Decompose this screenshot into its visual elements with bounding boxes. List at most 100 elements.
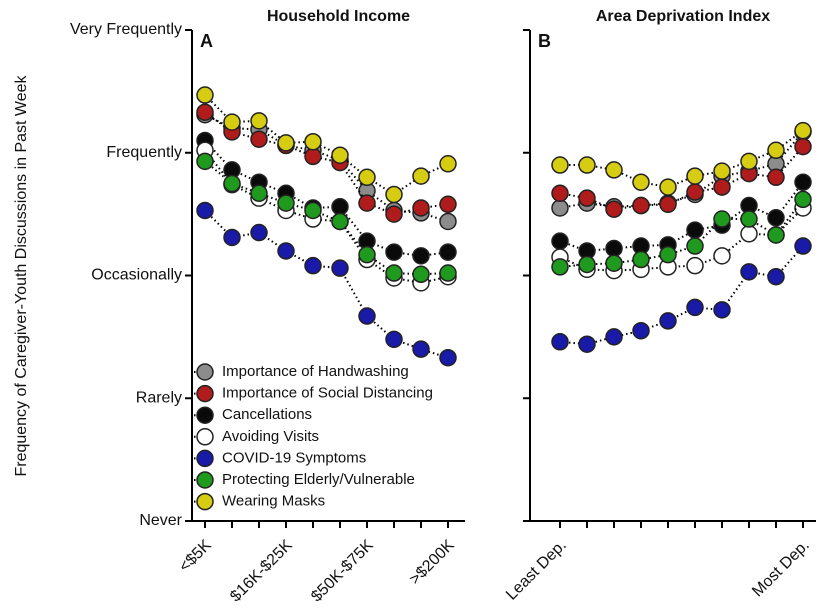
point	[713, 210, 731, 228]
point	[659, 245, 677, 264]
point	[767, 209, 785, 227]
point	[439, 155, 457, 173]
point	[385, 205, 403, 223]
point	[439, 212, 457, 231]
point	[412, 247, 430, 265]
point	[578, 335, 596, 353]
series-line	[204, 160, 449, 276]
point	[385, 185, 403, 204]
series-line	[560, 129, 804, 189]
point	[196, 152, 214, 171]
chart-title: Household Income	[267, 8, 410, 25]
point	[277, 194, 295, 212]
point	[250, 130, 268, 148]
point	[551, 199, 569, 217]
point	[578, 189, 596, 207]
legend-marker	[196, 449, 214, 468]
point	[659, 195, 677, 214]
point	[439, 348, 457, 367]
point	[767, 267, 785, 286]
point	[385, 243, 403, 261]
x-tick-label: Most Dep.	[749, 537, 813, 601]
series-line	[559, 131, 804, 209]
point	[331, 259, 349, 277]
point	[794, 237, 812, 255]
legend-text: Importance of Handwashing	[222, 363, 409, 380]
series-line	[559, 245, 804, 346]
point	[605, 328, 623, 346]
point	[605, 200, 623, 218]
point	[794, 137, 812, 156]
point	[713, 162, 731, 180]
point	[686, 221, 704, 239]
point	[358, 168, 376, 187]
point	[713, 247, 731, 265]
point	[277, 242, 295, 260]
point	[551, 156, 569, 174]
point	[632, 250, 650, 269]
point	[686, 237, 704, 255]
point	[412, 265, 430, 284]
point	[605, 161, 623, 179]
point	[385, 330, 403, 349]
point	[196, 103, 214, 121]
y-tick-label: Occasionally	[91, 267, 182, 284]
legend-text: COVID-19 Symptoms	[222, 449, 366, 466]
point	[304, 256, 322, 275]
y-tick-label: Rarely	[136, 389, 182, 406]
point	[632, 321, 650, 340]
x-tick-label: Least Dep.	[503, 537, 570, 604]
point	[686, 167, 704, 185]
legend-text: Protecting Elderly/Vulnerable	[222, 471, 415, 488]
point	[551, 333, 569, 351]
point	[304, 201, 322, 220]
point	[331, 198, 349, 216]
point	[659, 312, 677, 330]
legend-marker	[196, 363, 214, 381]
series-line	[204, 94, 449, 196]
legend-text: Wearing Masks	[222, 493, 325, 510]
point	[304, 132, 322, 151]
point	[250, 184, 268, 203]
series-line	[204, 113, 449, 223]
point	[686, 256, 704, 275]
x-tick-label: >$200K	[406, 537, 458, 589]
point	[578, 156, 596, 174]
x-tick-label: $50K-$75K	[308, 537, 377, 606]
point	[223, 113, 241, 131]
series-line	[204, 149, 449, 284]
x-tick-label: $16K-$25K	[227, 537, 296, 606]
series-line	[204, 209, 449, 359]
series-line	[204, 111, 449, 216]
legend-marker	[196, 471, 214, 489]
point	[385, 264, 403, 282]
point	[439, 264, 457, 282]
point	[767, 226, 785, 244]
point	[551, 232, 569, 250]
point	[686, 298, 704, 317]
legend-marker	[196, 428, 214, 446]
legend-text: Avoiding Visits	[222, 428, 319, 445]
y-tick-label: Frequently	[106, 144, 182, 161]
series-line	[559, 181, 804, 252]
point	[304, 147, 322, 166]
panel-label: A	[200, 31, 213, 51]
point	[439, 243, 457, 261]
point	[713, 301, 731, 319]
point	[331, 212, 349, 231]
point	[632, 173, 650, 191]
series-line	[559, 198, 804, 268]
point	[439, 195, 457, 214]
point	[632, 196, 650, 215]
point	[358, 307, 376, 325]
point	[223, 228, 241, 247]
point	[551, 184, 569, 203]
legend-marker	[196, 492, 214, 511]
point	[713, 178, 731, 196]
y-tick-label: Very Frequently	[70, 21, 182, 38]
point	[196, 201, 214, 220]
point	[740, 210, 758, 228]
point	[578, 255, 596, 274]
point	[794, 190, 812, 209]
